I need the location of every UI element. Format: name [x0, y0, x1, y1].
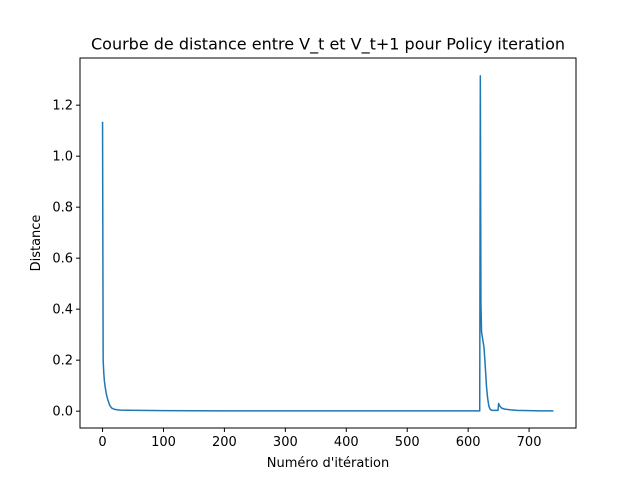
x-tick-label: 400 — [334, 435, 359, 450]
plot-area — [80, 58, 576, 428]
y-axis-label: Distance — [29, 215, 44, 272]
x-tick-label: 600 — [456, 435, 481, 450]
series-group — [101, 75, 554, 412]
y-tick-label: 1.0 — [52, 150, 73, 165]
y-tick-label: 0.4 — [52, 303, 73, 318]
y-tick-label: 0.0 — [52, 405, 73, 420]
plot-frame — [79, 57, 577, 429]
y-tick-label: 0.8 — [52, 201, 73, 216]
x-tick-label: 500 — [395, 435, 420, 450]
x-tick-label: 0 — [98, 435, 106, 450]
x-axis: 0 100 200 300 400 500 600 700 — [98, 428, 541, 450]
x-axis-label: Numéro d'itération — [267, 456, 390, 471]
y-axis: 0.0 0.2 0.4 0.6 0.8 1.0 1.2 — [52, 99, 80, 420]
y-tick-label: 1.2 — [52, 99, 73, 114]
x-tick-label: 100 — [151, 435, 176, 450]
y-tick-label: 0.2 — [52, 354, 73, 369]
x-tick-label: 300 — [273, 435, 298, 450]
chart-title: Courbe de distance entre V_t et V_t+1 po… — [91, 35, 565, 55]
x-tick-label: 200 — [212, 435, 237, 450]
y-tick-label: 0.6 — [52, 252, 73, 267]
x-tick-label: 700 — [517, 435, 542, 450]
series-line — [101, 75, 554, 412]
